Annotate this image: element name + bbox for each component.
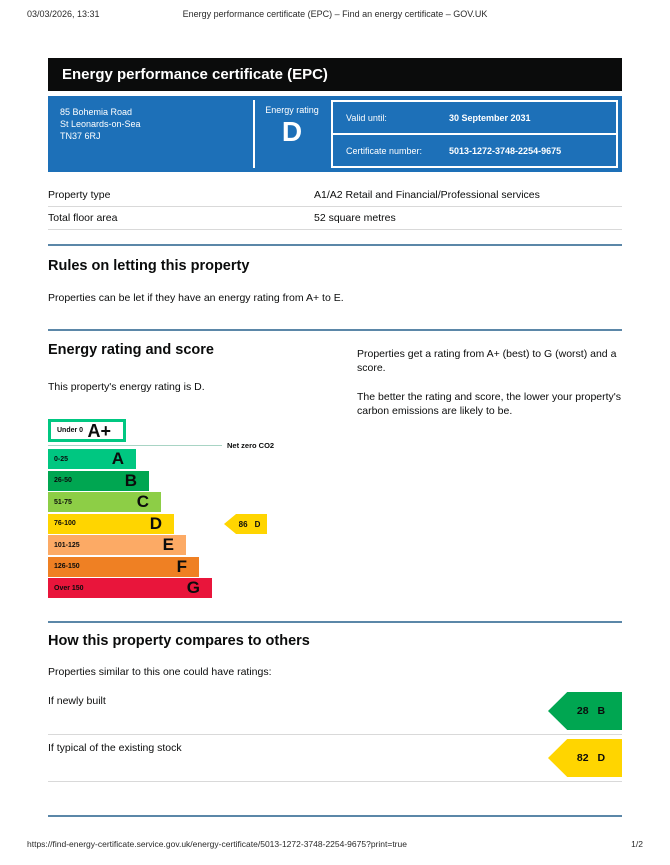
band-letter: B: [124, 470, 137, 490]
rules-heading: Rules on letting this property: [48, 258, 250, 274]
print-url: https://find-energy-certificate.service.…: [27, 839, 407, 849]
compare-intro: Properties similar to this one could hav…: [48, 666, 272, 678]
rating-section: Energy rating and score This property's …: [48, 331, 622, 601]
property-score-arrow: 86 D: [224, 514, 267, 534]
compare-score: 82: [576, 752, 589, 764]
print-page-number: 1/2: [631, 839, 643, 849]
property-type-label: Property type: [48, 189, 111, 201]
property-score: 86: [238, 519, 248, 529]
address-line-1: 85 Bohemia Road: [60, 107, 133, 117]
certificate-number-label: Certificate number:: [346, 145, 423, 156]
address-line-3: TN37 6RJ: [60, 131, 101, 141]
valid-until-label: Valid until:: [346, 112, 387, 123]
certificate-title-banner: Energy performance certificate (EPC): [48, 58, 622, 91]
band-letter: D: [149, 513, 162, 533]
certificate-number-row: Certificate number: 5013-1272-3748-2254-…: [333, 135, 616, 166]
energy-rating-label: Energy rating: [265, 105, 319, 115]
epc-band-a-plus: Under 0 A+: [48, 419, 126, 442]
property-band: D: [254, 519, 261, 529]
browser-print-header: 03/03/2026, 13:31 Energy performance cer…: [0, 9, 670, 21]
rating-explain-2: The better the rating and score, the low…: [357, 391, 622, 417]
certificate-page: Energy performance certificate (EPC) 85 …: [48, 58, 622, 817]
band-range-label: Under 0: [57, 427, 84, 434]
valid-until-value: 30 September 2031: [449, 112, 531, 123]
rules-section: Rules on letting this property Propertie…: [48, 258, 622, 305]
compare-label: If newly built: [48, 695, 106, 707]
epc-band-a: 0-25 A: [48, 449, 136, 469]
band-letter: G: [186, 578, 200, 597]
band-range-label: 26-50: [54, 477, 72, 484]
print-datetime: 03/03/2026, 13:31: [27, 9, 100, 19]
section-divider: [48, 621, 622, 623]
rating-heading: Energy rating and score: [48, 342, 214, 358]
address-line-2: St Leonards-on-Sea: [60, 119, 141, 129]
compare-rating-arrow: 28 B: [548, 692, 622, 730]
section-divider: [48, 815, 622, 817]
certificate-summary-banner: 85 Bohemia Road St Leonards-on-Sea TN37 …: [48, 96, 622, 172]
band-range-label: 126-150: [54, 563, 80, 570]
browser-print-footer: https://find-energy-certificate.service.…: [0, 839, 670, 851]
band-letter: A+: [87, 420, 111, 441]
epc-band-e: 101-125 E: [48, 535, 186, 555]
rating-intro: This property's energy rating is D.: [48, 381, 205, 393]
floor-area-label: Total floor area: [48, 212, 118, 224]
epc-band-f: 126-150 F: [48, 556, 199, 577]
rating-explain-1: Properties get a rating from A+ (best) t…: [357, 348, 617, 374]
certificate-number-value: 5013-1272-3748-2254-9675: [449, 145, 562, 156]
band-range-label: 0-25: [54, 455, 69, 463]
epc-rating-chart: Under 0 A+ Net zero CO2 0-25 A 26-50 B 5…: [48, 419, 357, 601]
compare-rating-arrow: 82 D: [548, 739, 622, 777]
band-letter: A: [111, 449, 124, 468]
rating-section-right: Properties get a rating from A+ (best) t…: [357, 331, 622, 601]
epc-band-g: Over 150 G: [48, 578, 212, 598]
net-zero-marker: Net zero CO2: [48, 441, 357, 450]
compare-section: How this property compares to others Pro…: [48, 633, 622, 782]
band-range-label: Over 150: [54, 584, 84, 592]
print-page-title: Energy performance certificate (EPC) – F…: [182, 9, 488, 19]
epc-band-b: 26-50 B: [48, 470, 149, 491]
compare-band: D: [597, 752, 606, 764]
net-zero-label: Net zero CO2: [227, 441, 275, 450]
compare-score: 28: [576, 705, 589, 717]
rules-body: Properties can be let if they have an en…: [48, 292, 344, 304]
compare-heading: How this property compares to others: [48, 633, 310, 649]
table-row-property-type: Property type A1/A2 Retail and Financial…: [48, 184, 622, 207]
net-zero-line: [48, 445, 222, 446]
compare-band: B: [597, 705, 606, 717]
epc-band-c: 51-75 C: [48, 492, 161, 512]
band-letter: E: [162, 535, 174, 554]
valid-until-row: Valid until: 30 September 2031: [333, 102, 616, 135]
property-summary-table: Property type A1/A2 Retail and Financial…: [48, 184, 622, 230]
compare-label: If typical of the existing stock: [48, 742, 182, 754]
compare-row-newly-built: If newly built 28 B: [48, 688, 622, 735]
floor-area-value: 52 square metres: [314, 212, 396, 224]
band-letter: C: [136, 492, 149, 511]
band-range-label: 76-100: [54, 520, 76, 527]
property-type-value: A1/A2 Retail and Financial/Professional …: [314, 189, 540, 201]
table-row-floor-area: Total floor area 52 square metres: [48, 207, 622, 230]
band-range-label: 51-75: [54, 498, 72, 506]
property-address: 85 Bohemia Road St Leonards-on-Sea TN37 …: [52, 100, 253, 168]
energy-rating-value: D: [281, 116, 303, 147]
section-divider: [48, 244, 622, 246]
section-divider: [48, 329, 622, 331]
band-range-label: 101-125: [54, 541, 80, 549]
energy-rating-cell: Energy rating D: [253, 100, 329, 168]
band-letter: F: [176, 556, 187, 576]
compare-row-existing-stock: If typical of the existing stock 82 D: [48, 735, 622, 782]
epc-band-d: 76-100 D: [48, 513, 174, 534]
certificate-details-cell: Valid until: 30 September 2031 Certifica…: [331, 100, 618, 168]
rating-section-left: Energy rating and score This property's …: [48, 331, 357, 601]
